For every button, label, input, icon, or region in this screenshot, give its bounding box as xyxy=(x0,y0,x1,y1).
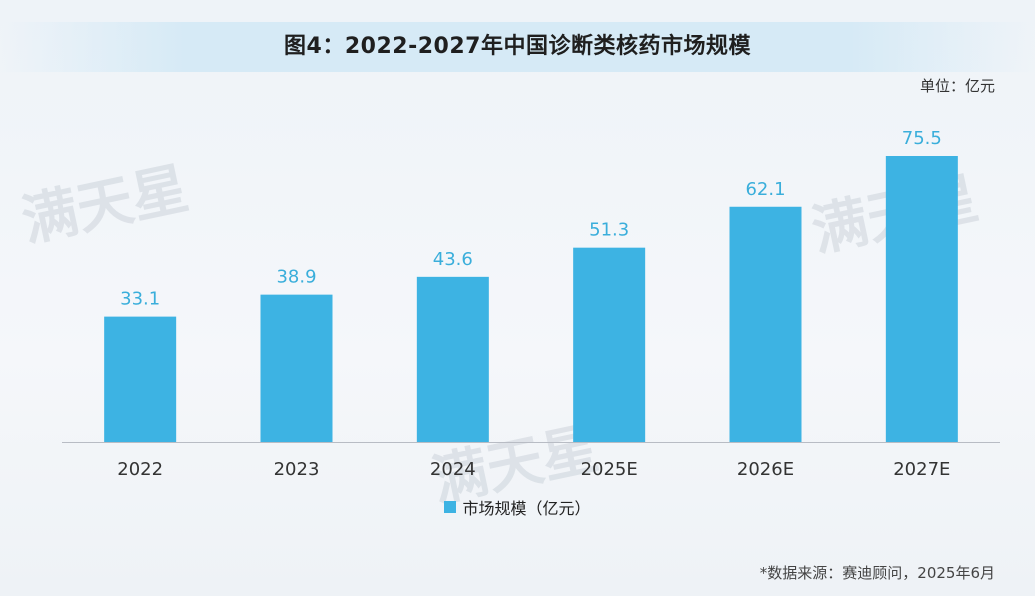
legend-label: 市场规模（亿元） xyxy=(462,499,591,518)
chart-title: 图4：2022-2027年中国诊断类核药市场规模 xyxy=(284,34,751,59)
x-tick-label-2024: 2024 xyxy=(430,459,476,480)
data-label-2023: 38.9 xyxy=(276,267,316,288)
unit-label: 单位：亿元 xyxy=(919,77,995,95)
bar-2025E xyxy=(573,247,646,442)
x-tick-label-2027E: 2027E xyxy=(893,459,950,480)
bar-2022 xyxy=(104,316,177,442)
x-tick-label-2025E: 2025E xyxy=(581,459,638,480)
x-tick-label-2023: 2023 xyxy=(274,459,320,480)
source-note: *数据来源：赛迪顾问，2025年6月 xyxy=(759,564,995,582)
data-label-2026E: 62.1 xyxy=(745,179,785,200)
bar-2027E xyxy=(885,156,958,442)
data-label-2025E: 51.3 xyxy=(589,220,629,241)
data-label-2024: 43.6 xyxy=(433,249,473,270)
data-label-2022: 33.1 xyxy=(120,289,160,310)
data-label-2027E: 75.5 xyxy=(902,128,942,149)
legend: 市场规模（亿元） xyxy=(0,495,1035,519)
bar-2023 xyxy=(260,294,333,442)
x-tick-label-2022: 2022 xyxy=(117,459,163,480)
bar-2026E xyxy=(729,206,802,442)
bar-2024 xyxy=(416,276,489,442)
title-band xyxy=(0,22,1035,72)
legend-swatch xyxy=(444,501,457,513)
x-tick-label-2026E: 2026E xyxy=(737,459,794,480)
